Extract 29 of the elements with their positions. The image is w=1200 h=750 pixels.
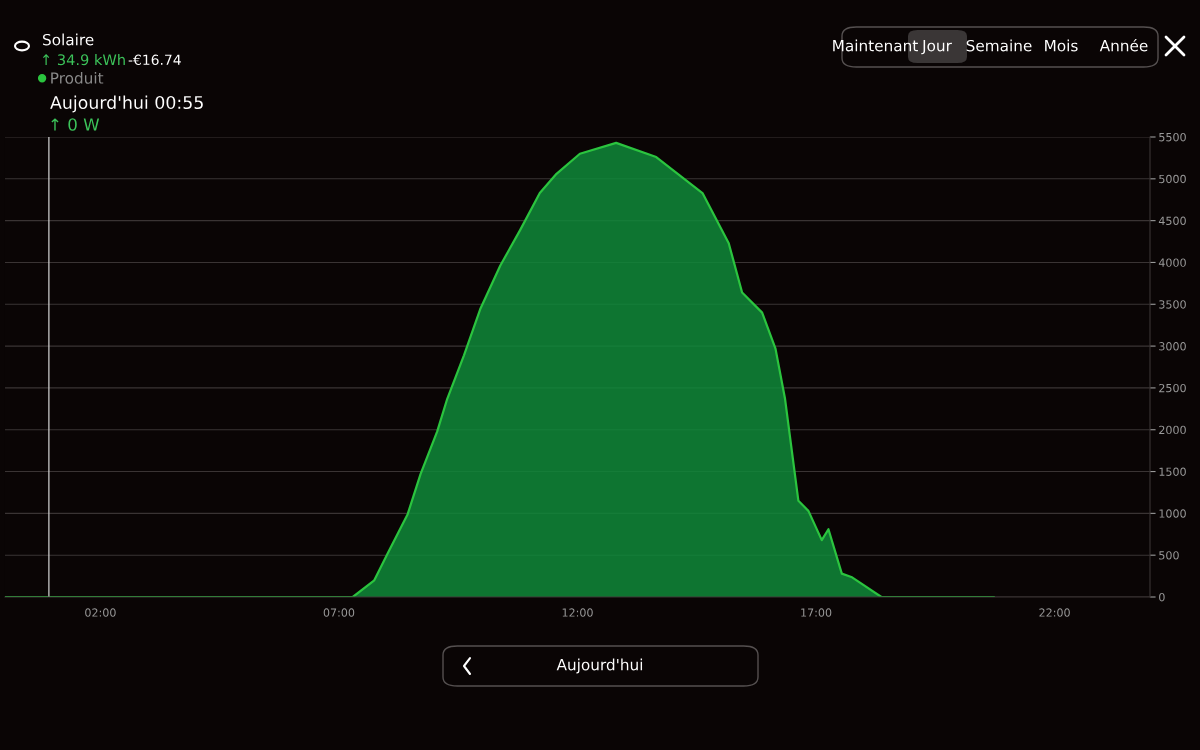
y-tick-label: 3500: [1159, 300, 1186, 309]
y-tick-label: 4000: [1158, 258, 1186, 267]
text: Semaine: [966, 39, 1032, 52]
y-tick-label: 0: [1159, 592, 1165, 602]
x-tick-label: 02:00: [85, 608, 116, 617]
text: ↑ 34.9 kWh: [42, 53, 125, 66]
text: Mois: [1045, 39, 1078, 52]
y-tick-label: 3000: [1159, 342, 1186, 351]
text: Maintenant: [833, 39, 918, 52]
text: Aujourd'hui: [556, 658, 643, 674]
text: Année: [1099, 39, 1148, 52]
chart-title: Solaire: [43, 33, 94, 46]
y-tick-label: 5500: [1159, 132, 1186, 142]
text: Jour: [921, 40, 952, 55]
y-tick-label: 1000: [1159, 509, 1186, 518]
y-tick-label: 2000: [1159, 425, 1186, 435]
y-tick-label: 500: [1159, 551, 1179, 560]
x-tick-label: 22:00: [1039, 608, 1070, 617]
text: -€16.74: [128, 54, 181, 66]
x-tick-label: 07:00: [323, 608, 355, 617]
text: ↑ 0 W: [51, 118, 100, 131]
y-tick-label: 1500: [1159, 467, 1186, 476]
y-tick-label: 2500: [1159, 383, 1186, 393]
x-tick-label: 12:00: [562, 608, 593, 617]
x-tick-label: 17:00: [801, 608, 832, 617]
y-tick-label: 5000: [1159, 174, 1186, 184]
y-tick-label: 4500: [1158, 216, 1186, 226]
text: Aujourd'hui 00:55: [50, 95, 203, 113]
legend-label: Produit: [51, 72, 104, 84]
